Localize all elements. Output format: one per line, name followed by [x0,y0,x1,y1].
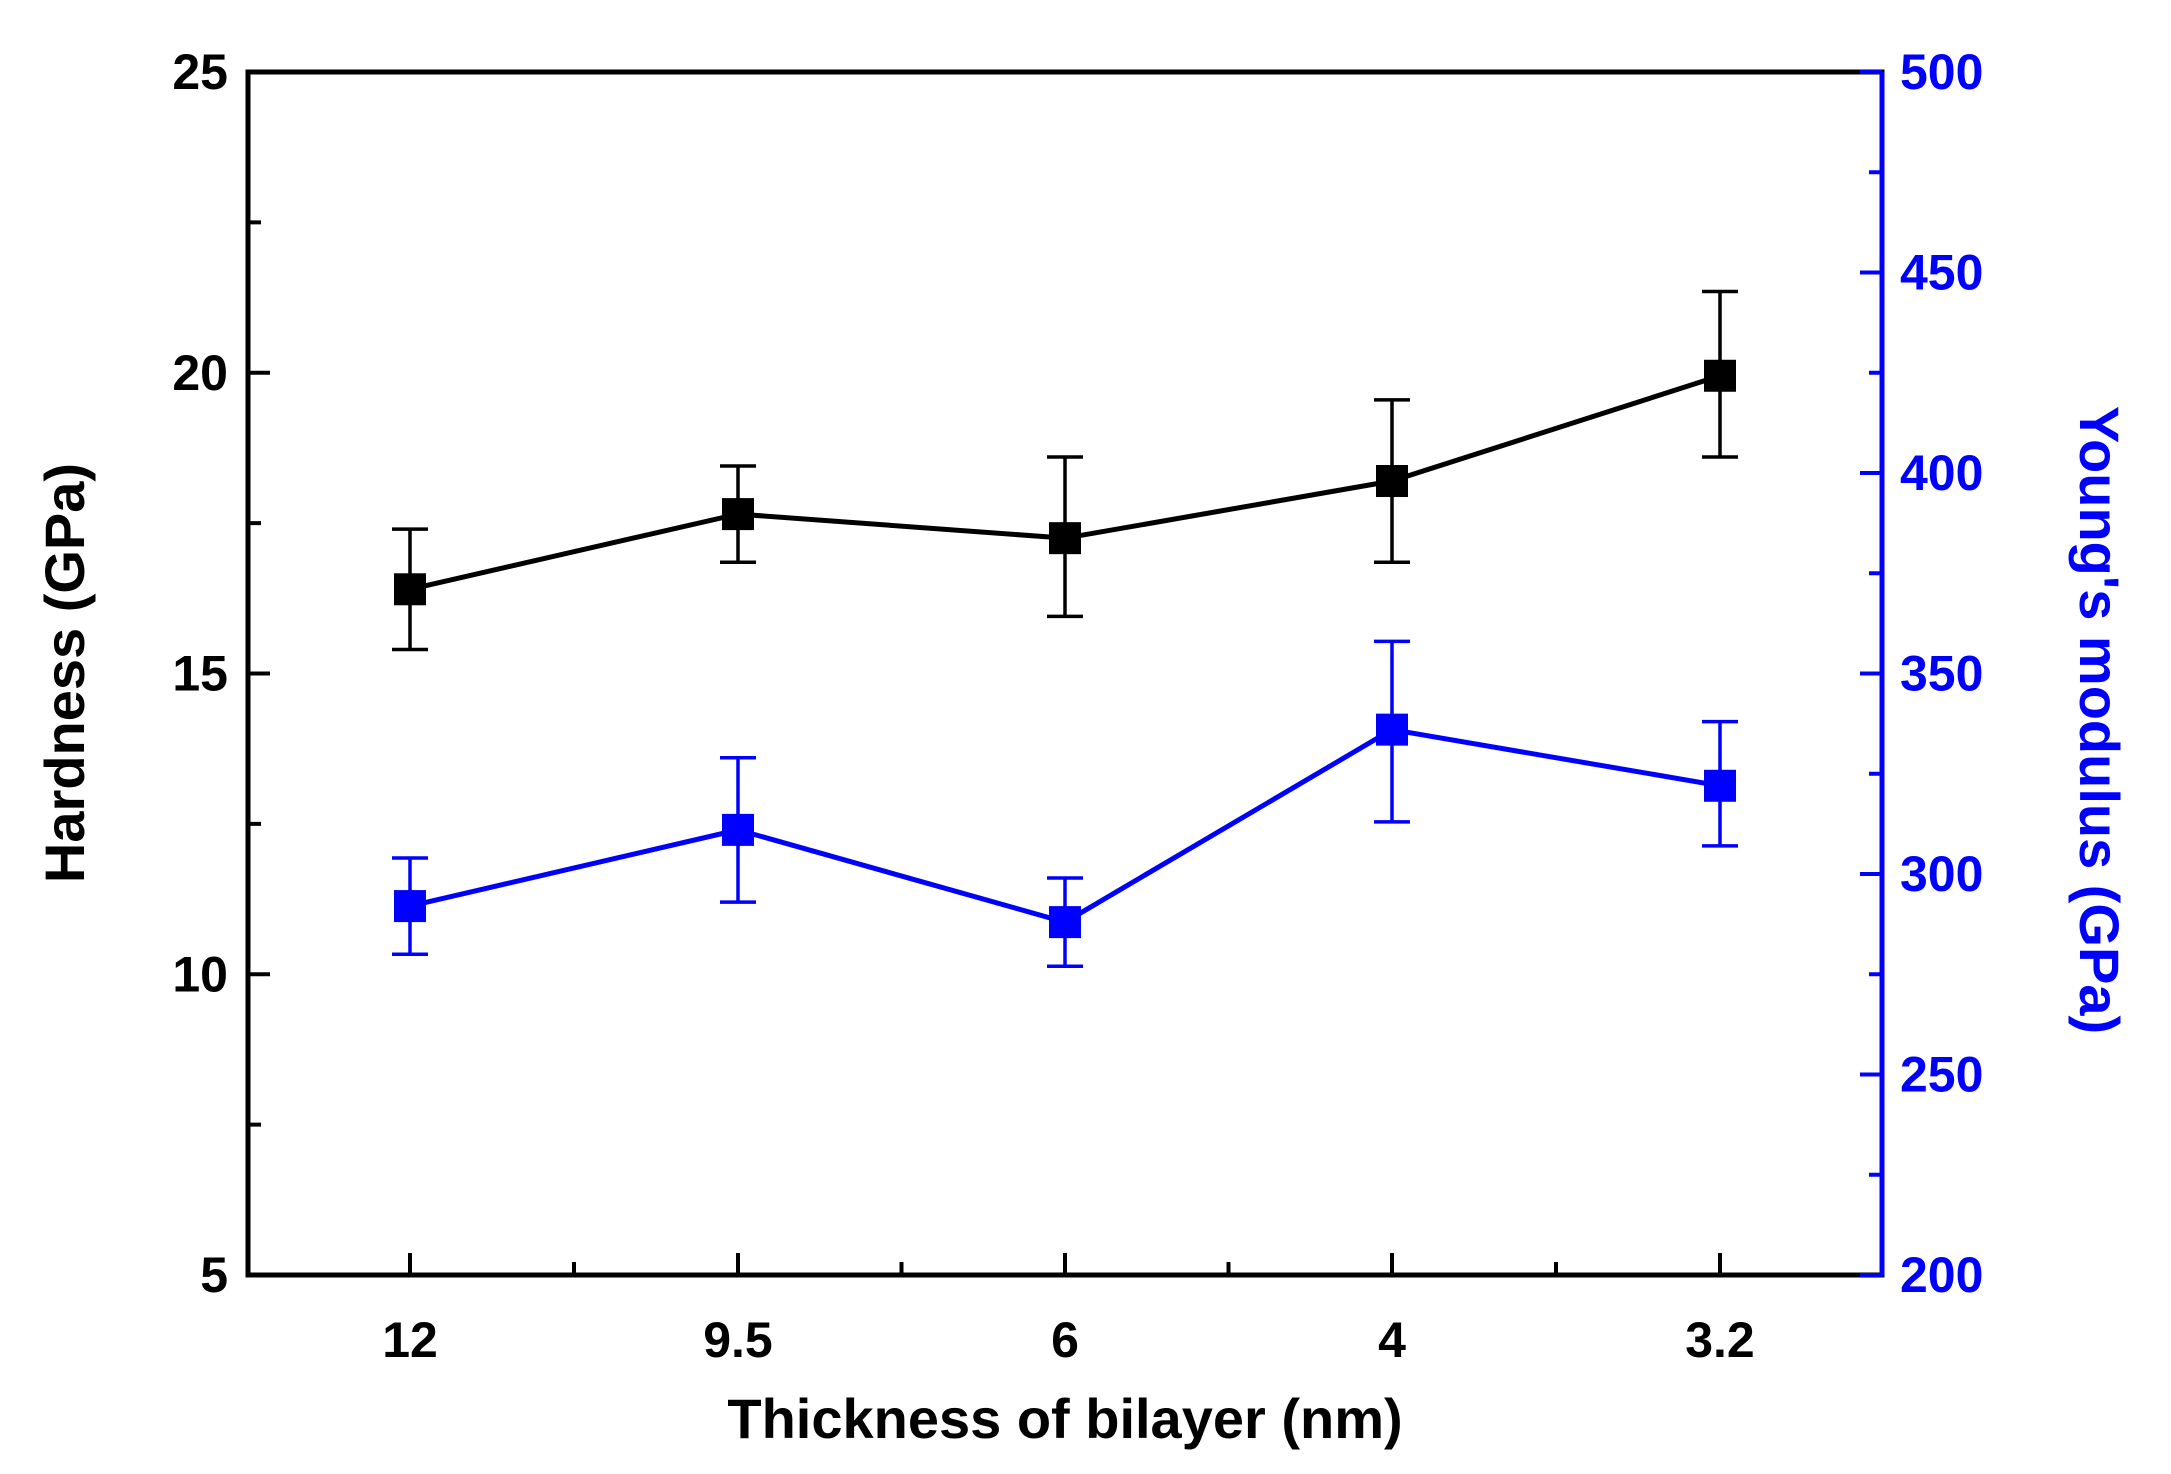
y-tick-label: 20 [172,345,228,401]
y2-tick-label: 300 [1900,846,1983,902]
series-young-s-modulus [392,639,1738,968]
y2-axis-title: Young's modulus (GPa) [2068,406,2131,1034]
y-axis-title: Hardness (GPa) [33,463,96,883]
x-tick-label: 12 [382,1312,438,1368]
data-point-marker [1704,769,1736,802]
data-point-marker [1049,906,1081,939]
data-point-marker [1049,522,1081,555]
y-tick-label: 10 [172,946,228,1002]
data-point-marker [1376,713,1408,746]
x-axis-title: Thickness of bilayer (nm) [727,1387,1402,1450]
y2-tick-label: 400 [1900,445,1983,501]
data-point-marker [1704,359,1736,392]
x-tick-label: 3.2 [1685,1312,1755,1368]
y2-tick-label: 250 [1900,1047,1983,1103]
axis-ticks: 5 10 15 20 25 200 250 300 350 400 450 500 12 9.5 6 4 3.2 [172,44,1983,1368]
y-tick-label: 5 [200,1247,228,1303]
data-point-marker [394,890,426,923]
y-tick-label: 25 [172,44,228,100]
data-point-marker [1376,465,1408,498]
x-tick-label: 9.5 [703,1312,773,1368]
x-tick-label: 6 [1051,1312,1079,1368]
data-point-marker [722,498,754,531]
y2-tick-label: 350 [1900,646,1983,702]
x-tick-label: 4 [1378,1312,1406,1368]
plot-frame [245,69,1885,1278]
y2-tick-label: 450 [1900,245,1983,301]
data-point-marker [722,813,754,846]
data-series [392,289,1738,968]
y-tick-label: 15 [172,646,228,702]
data-point-marker [394,573,426,606]
y2-tick-label: 200 [1900,1247,1983,1303]
series-hardness [392,289,1738,652]
y2-tick-label: 500 [1900,44,1983,100]
